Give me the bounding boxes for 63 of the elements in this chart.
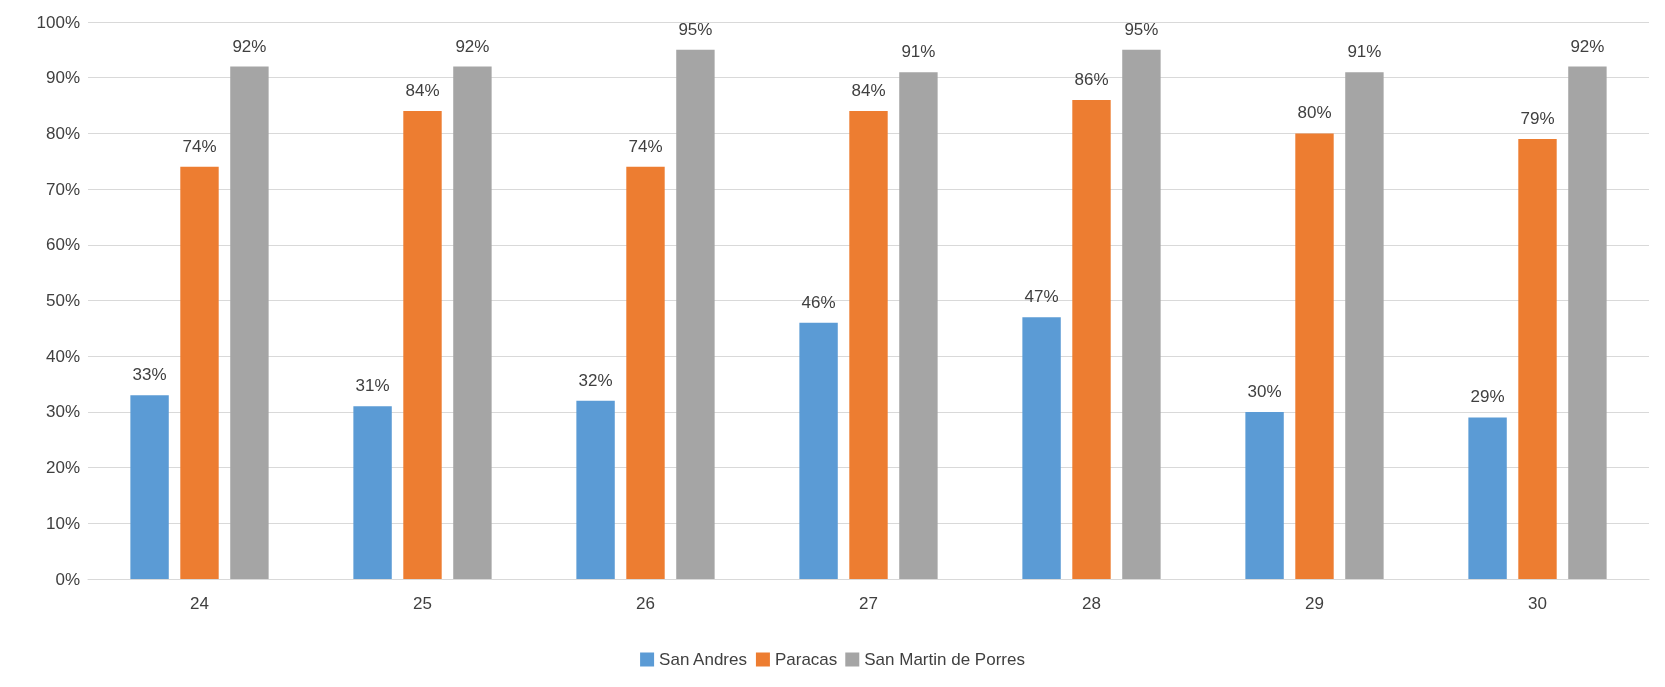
bar	[899, 72, 938, 579]
y-tick-label: 30%	[45, 402, 80, 422]
y-tick-label: 60%	[45, 235, 80, 255]
y-tick-label: 70%	[45, 179, 80, 199]
x-tick-label: 26	[636, 594, 655, 613]
bar	[1245, 411, 1284, 579]
bar	[1468, 417, 1507, 579]
bar	[1295, 133, 1334, 579]
bar	[1345, 72, 1384, 579]
bar	[180, 166, 219, 579]
bar	[1122, 49, 1161, 579]
data-label: 31%	[355, 376, 390, 396]
data-label: 74%	[182, 136, 217, 156]
data-label: 33%	[132, 365, 167, 385]
data-label: 32%	[578, 370, 613, 390]
y-tick-label: 80%	[45, 123, 80, 143]
x-tick-label: 25	[413, 594, 432, 613]
data-label: 30%	[1247, 381, 1282, 401]
y-tick-label: 10%	[45, 513, 80, 533]
y-tick-label: 100%	[36, 12, 80, 32]
bar	[1072, 99, 1111, 579]
y-tick-label: 90%	[45, 68, 80, 88]
data-label: 92%	[455, 36, 490, 56]
x-tick-label: 27	[859, 594, 878, 613]
bar	[849, 111, 888, 579]
data-label: 79%	[1520, 108, 1555, 128]
data-label: 84%	[851, 81, 886, 101]
bar	[626, 166, 665, 579]
bar	[676, 49, 715, 579]
data-label: 92%	[1570, 36, 1605, 56]
y-tick-label: 50%	[45, 291, 80, 310]
legend-label: Paracas	[774, 650, 838, 669]
bar	[403, 111, 442, 579]
bar	[453, 66, 492, 579]
x-tick-label: 30	[1528, 594, 1547, 613]
bar	[1568, 66, 1607, 579]
data-label: 47%	[1024, 287, 1059, 307]
bar	[799, 322, 838, 579]
data-label: 86%	[1074, 69, 1109, 89]
data-label: 84%	[405, 81, 440, 101]
bar	[230, 66, 269, 579]
bar	[130, 395, 169, 579]
data-label: 91%	[1347, 42, 1382, 62]
data-label: 29%	[1470, 387, 1505, 407]
legend-label: San Martin de Porres	[864, 650, 1025, 669]
bar	[576, 400, 615, 579]
legend-label: San Andres	[659, 650, 747, 669]
x-tick-label: 28	[1082, 594, 1101, 613]
x-tick-label: 24	[190, 594, 209, 613]
y-tick-label: 0%	[55, 569, 80, 589]
data-label: 74%	[628, 136, 663, 156]
y-tick-label: 20%	[45, 458, 80, 478]
data-label: 95%	[1124, 19, 1159, 39]
x-tick-label: 29	[1305, 594, 1324, 613]
data-label: 92%	[232, 36, 267, 56]
bar	[353, 406, 392, 579]
data-label: 80%	[1297, 103, 1332, 123]
bar	[1518, 138, 1557, 579]
data-label: 91%	[901, 42, 936, 62]
data-label: 46%	[801, 292, 836, 312]
data-label: 95%	[678, 19, 713, 39]
y-tick-label: 40%	[45, 346, 80, 366]
bar	[1022, 317, 1061, 579]
